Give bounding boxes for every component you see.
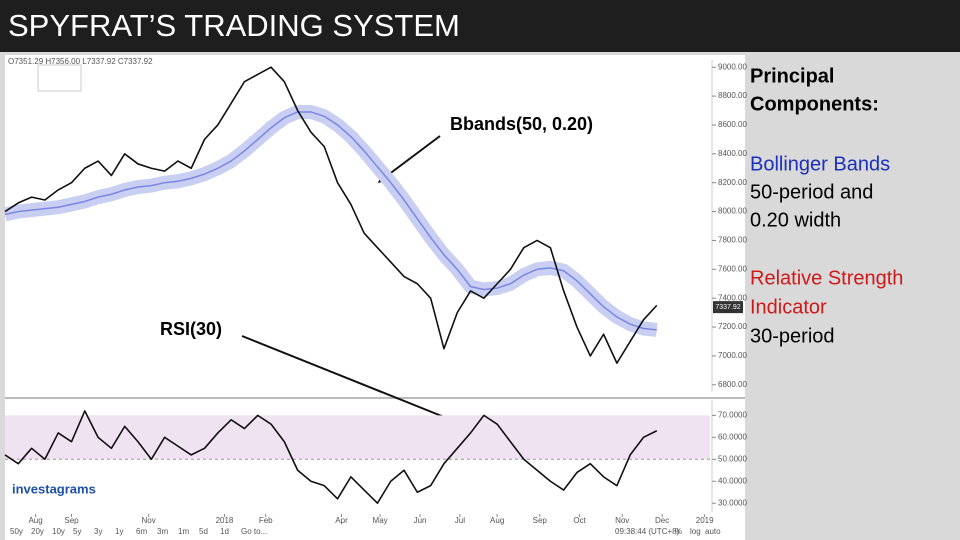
bband-line: [4, 111, 657, 331]
x-tick-label: Sep: [64, 516, 79, 525]
y-tick-label: 50.0000: [718, 454, 747, 463]
component-desc: 30-period: [750, 325, 835, 347]
slide-title: SPYFRAT’S TRADING SYSTEM: [8, 8, 460, 43]
range-button[interactable]: 1y: [115, 527, 123, 536]
y-tick-label: 8000.00: [718, 207, 747, 216]
range-button[interactable]: 50y: [10, 527, 23, 536]
x-tick-label: Dec: [655, 516, 669, 525]
scale-option[interactable]: log: [690, 527, 701, 536]
range-button[interactable]: 1d: [220, 527, 229, 536]
last-price-tag: [713, 301, 743, 314]
x-tick-label: 2018: [216, 516, 234, 525]
bbands-arrow: [383, 135, 441, 179]
series-line: [4, 410, 658, 505]
y-tick-label: 8600.00: [718, 120, 747, 129]
x-tick-label: Aug: [28, 516, 42, 525]
scale-option[interactable]: %: [675, 527, 682, 536]
range-button[interactable]: 5d: [199, 527, 208, 536]
rsi-band: [5, 415, 710, 460]
y-tick-label: 7000.00: [718, 351, 747, 360]
y-tick-label: 6800.00: [718, 380, 747, 389]
y-tick-label: 7400.00: [718, 293, 747, 302]
x-tick-label: Jun: [414, 516, 427, 525]
y-tick-label: 30.0000: [718, 498, 747, 507]
y-tick-label: 7200.00: [718, 322, 747, 331]
range-button[interactable]: 10y: [52, 527, 65, 536]
x-tick-label: Apr: [335, 516, 348, 525]
ohlc-readout: O7351.29 H7356.00 L7337.92 C7337.92: [8, 57, 153, 66]
range-button[interactable]: 6m: [136, 527, 147, 536]
y-tick-label: 8800.00: [718, 91, 747, 100]
component-name: Relative Strength: [750, 267, 903, 289]
legend-toggle[interactable]: [37, 64, 82, 92]
rsi-annotation: RSI(30): [160, 319, 222, 339]
y-tick-label: 70.0000: [718, 410, 747, 419]
brand-logo: investagrams: [12, 481, 96, 496]
component-desc: 0.20 width: [750, 209, 841, 231]
range-button[interactable]: 1m: [178, 527, 189, 536]
bbands-annotation: Bbands(50, 0.20): [450, 114, 593, 134]
x-tick-label: Oct: [573, 516, 586, 525]
y-tick-label: 9000.00: [718, 62, 747, 71]
x-tick-label: Feb: [259, 516, 273, 525]
side-heading: Principal: [750, 65, 834, 87]
range-button[interactable]: 20y: [31, 527, 44, 536]
last-price-label: 7337.92: [715, 304, 740, 311]
range-button[interactable]: 3m: [157, 527, 168, 536]
component-name: Bollinger Bands: [750, 153, 890, 175]
y-tick-label: 8400.00: [718, 149, 747, 158]
range-button[interactable]: 5y: [73, 527, 81, 536]
series-line: [4, 66, 658, 364]
x-tick-label: 2019: [696, 516, 714, 525]
y-tick-label: 40.0000: [718, 476, 747, 485]
component-desc: 50-period and: [750, 181, 873, 203]
y-tick-label: 7800.00: [718, 236, 747, 245]
y-tick-label: 8200.00: [718, 178, 747, 187]
x-tick-label: Aug: [490, 516, 504, 525]
panel-divider: [5, 397, 745, 399]
x-tick-label: Nov: [142, 516, 156, 525]
clock: 09:38:44 (UTC+8): [615, 527, 680, 536]
x-tick-label: May: [373, 516, 388, 525]
y-tick-label: 7600.00: [718, 264, 747, 273]
component-name: Indicator: [750, 296, 827, 318]
scale-option[interactable]: auto: [705, 527, 721, 536]
range-button[interactable]: 3y: [94, 527, 102, 536]
chart-screenshot: [5, 55, 745, 540]
y-tick-label: 60.0000: [718, 432, 747, 441]
range-button[interactable]: Go to...: [241, 527, 267, 536]
x-tick-label: Sep: [533, 516, 548, 525]
x-tick-label: Jul: [455, 516, 465, 525]
title-bar: [0, 0, 960, 52]
side-heading: Components:: [750, 93, 879, 115]
x-tick-label: Nov: [615, 516, 629, 525]
